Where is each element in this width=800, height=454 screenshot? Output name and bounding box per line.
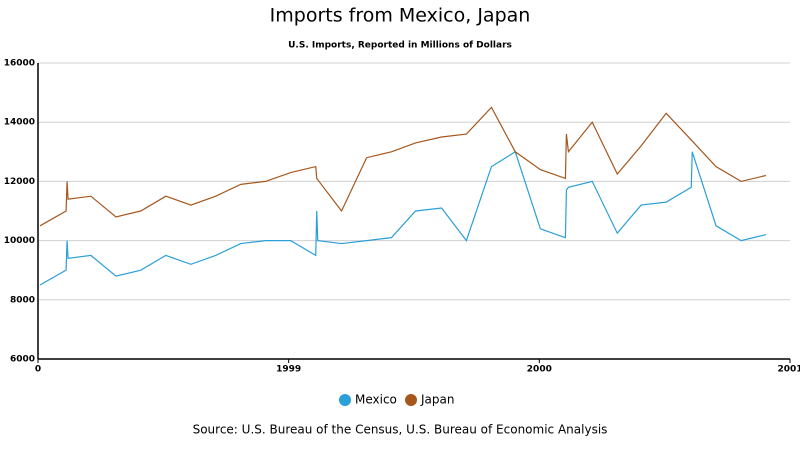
series-line	[39, 106, 767, 227]
x-tick-label: 0	[35, 365, 41, 375]
y-tick-label: 10000	[4, 236, 35, 246]
legend-label: Mexico	[355, 393, 397, 407]
y-tick-label: 8000	[10, 295, 35, 305]
chart-subtitle: U.S. Imports, Reported in Millions of Do…	[288, 41, 512, 51]
x-tick-label: 2000	[527, 365, 552, 375]
x-tick-label: 2001	[777, 365, 800, 375]
legend-marker	[339, 394, 351, 406]
source-note: Source: U.S. Bureau of the Census, U.S. …	[193, 423, 608, 437]
y-tick-label: 14000	[4, 118, 35, 128]
y-tick-label: 12000	[4, 177, 35, 187]
legend-marker	[405, 394, 417, 406]
y-tick-label: 16000	[4, 59, 35, 69]
y-tick-label: 6000	[10, 355, 35, 365]
chart-title: Imports from Mexico, Japan	[270, 5, 531, 27]
series-line	[39, 150, 767, 286]
x-tick-label: 1999	[276, 365, 301, 375]
legend-label: Japan	[420, 393, 454, 407]
